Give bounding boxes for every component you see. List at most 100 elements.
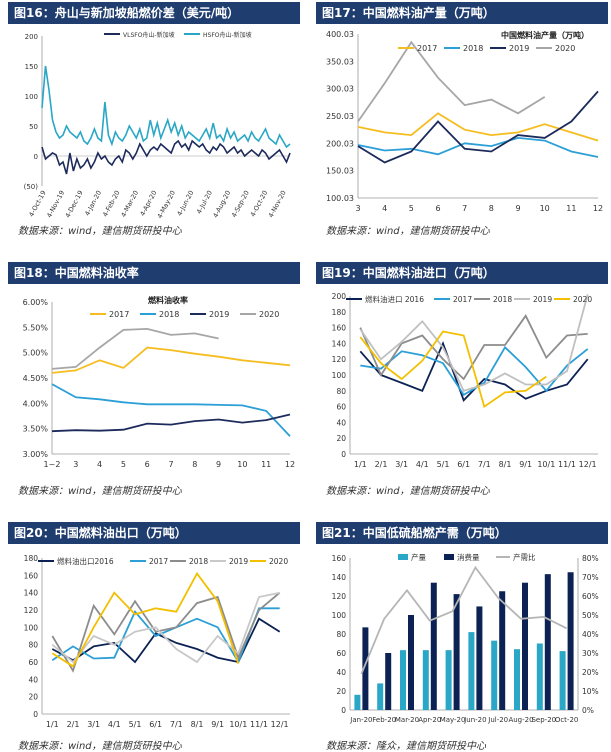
x-tick-label: May-20: [440, 716, 466, 724]
x-tick-label: 10/1: [229, 720, 247, 729]
legend-swatch: [444, 554, 454, 560]
x-tick-label: Aug-20: [508, 716, 533, 724]
source-note: 数据来源：wind，建信期货研投中心: [326, 486, 490, 497]
y-tick-label: 350.03: [326, 57, 354, 66]
x-tick-label: Apr-20: [418, 716, 441, 724]
y-tick-label: 3.00%: [23, 450, 49, 459]
chart-title: 燃料油收率: [148, 295, 188, 305]
y-tick-label: 50: [29, 123, 38, 131]
chart-fig18: 6.00% 5.50% 5.00% 4.50% 4.00% 3.50% 3.00%1~2 3 4…: [23, 295, 296, 469]
y-tick-label: 140: [24, 589, 39, 598]
legend-label: 2019: [533, 295, 552, 304]
y-tick-label: 140: [332, 339, 347, 348]
legend-label: HSFO舟山-新加坡: [203, 31, 252, 39]
bar-consumption: [453, 594, 460, 710]
y-tick-label: 0: [341, 450, 346, 459]
x-tick-label: 3/1: [395, 460, 408, 469]
y-tick-label: 120: [24, 606, 39, 615]
y-tick-label: 4.50%: [23, 374, 49, 383]
y-tick-label: 40: [28, 675, 38, 684]
legend-label: 2020: [573, 295, 592, 304]
y-tick-label: 40: [336, 668, 346, 677]
y2-tick-label: 40%: [582, 630, 599, 639]
series-line-2018: [51, 383, 291, 437]
chart-fig20: 180 160 140 120 100 80 60 40 20 0 1/1 2/1 3/1 4/1 5/1 6…: [24, 554, 290, 729]
y2-tick-label: 80%: [582, 554, 599, 563]
y-tick-label: 40: [336, 418, 346, 427]
panel-header: 图17：中国燃料油产量（万吨）: [316, 2, 608, 24]
legend-label: 2018: [189, 557, 208, 566]
y2-tick-label: 30%: [582, 649, 599, 658]
legend-label: 2019: [509, 44, 529, 53]
x-tick-label: 4-Dec-19: [64, 189, 85, 218]
x-tick-label: 12: [285, 460, 295, 469]
legend-label: 消费量: [457, 552, 480, 562]
y-tick-label: 160: [332, 554, 347, 563]
x-tick-label: 1~2: [44, 460, 61, 469]
legend-label: 2017: [149, 557, 168, 566]
y-tick-label: 4.00%: [23, 399, 49, 408]
chart-fig16: 200 150 100 50 0 (50)4-Oct-194-Nov-194-Dec-19…: [24, 31, 291, 218]
x-tick-label: 7/1: [170, 720, 183, 729]
series-line-2018: [357, 136, 599, 158]
panel-header: 图21：中国低硫船燃产需（万吨）: [316, 522, 608, 544]
x-tick-label: 9: [216, 460, 221, 469]
y-tick-label: 100: [25, 93, 38, 101]
panel-header: 图18：中国燃料油收率: [8, 262, 300, 284]
source-note: 数据来源：隆众，建信期货研投中心: [326, 741, 486, 752]
x-tick-label: 7/1: [478, 460, 491, 469]
x-tick-label: 7: [462, 204, 467, 213]
series-line-2020: [51, 571, 240, 668]
x-tick-label: 7: [168, 460, 173, 469]
x-tick-label: 11: [566, 204, 576, 213]
y-tick-label: 60: [336, 649, 346, 658]
series-line-2017: [51, 607, 280, 665]
x-tick-label: 6/1: [149, 720, 162, 729]
bar-consumption: [522, 582, 528, 710]
x-tick-label: 1/1: [46, 720, 59, 729]
y-tick-label: 3.50%: [23, 425, 49, 434]
x-tick-label: Jul-20: [487, 716, 508, 724]
source-note: 数据来源：wind，建信期货研投中心: [18, 741, 182, 752]
legend-label: 2018: [463, 44, 483, 53]
y-tick-label: 6.00%: [23, 298, 49, 307]
bar-production: [422, 650, 429, 710]
y-tick-label: 100.03: [326, 194, 354, 203]
x-tick-label: 4-Aug-20: [211, 189, 232, 218]
x-tick-label: 12: [593, 204, 603, 213]
series-line-VLSFO舟山-新加坡: [41, 139, 291, 175]
legend-label: 燃料油出口2016: [57, 556, 114, 566]
legend-label: 2019: [209, 310, 229, 319]
x-tick-label: 5/1: [437, 460, 450, 469]
bar-consumption: [385, 653, 392, 710]
x-tick-label: 6/1: [457, 460, 470, 469]
y-tick-label: 150.03: [326, 167, 354, 176]
series-line-2020: [359, 330, 547, 409]
y-tick-label: 120: [332, 592, 347, 601]
x-tick-label: 4-Jun-20: [175, 189, 195, 217]
bar-production: [491, 640, 498, 710]
y2-tick-label: 0%: [582, 706, 594, 715]
x-tick-label: 4-Nov-20: [267, 189, 288, 218]
bar-consumption: [567, 572, 574, 710]
x-tick-label: 10: [540, 204, 550, 213]
x-tick-label: 4-Oct-20: [249, 189, 269, 218]
bar-consumption: [362, 627, 369, 710]
y-tick-label: 180: [332, 308, 347, 317]
source-note: 数据来源：wind，建信期货研投中心: [326, 226, 490, 237]
x-tick-label: 5: [409, 204, 414, 213]
x-tick-label: 11/1: [558, 460, 576, 469]
bar-consumption: [408, 615, 414, 710]
y-tick-label: 250.03: [326, 112, 354, 121]
legend-label: 2020: [555, 44, 575, 53]
x-tick-label: 5: [121, 460, 126, 469]
y-tick-label: 120: [332, 355, 347, 364]
bar-production: [536, 643, 543, 710]
bar-production: [354, 694, 361, 710]
y-tick-label: 300.03: [326, 85, 354, 94]
x-tick-label: Mar-20: [395, 716, 419, 724]
series-line-2019: [51, 413, 291, 433]
source-note: 数据来源：wind，建信期货研投中心: [18, 486, 182, 497]
series-line-2020: [51, 327, 219, 370]
